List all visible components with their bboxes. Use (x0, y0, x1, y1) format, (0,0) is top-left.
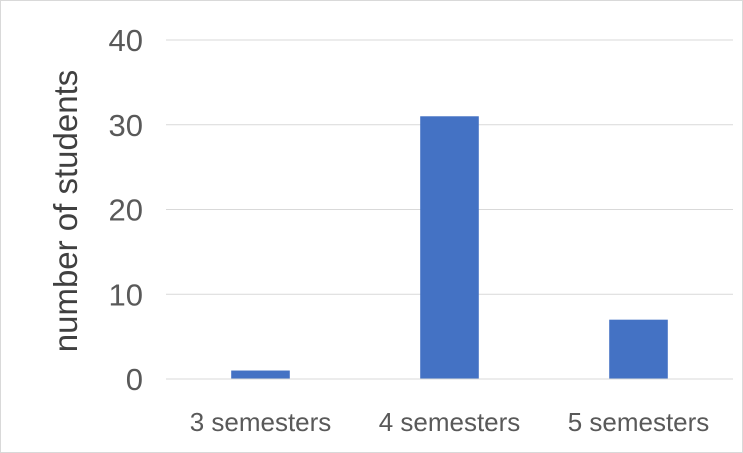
bars (231, 116, 668, 379)
y-tick-label: 20 (109, 193, 143, 228)
x-tick-label: 3 semesters (190, 407, 332, 437)
y-axis-title: number of students (47, 70, 84, 353)
y-tick-label: 0 (126, 362, 143, 397)
y-tick-label: 30 (109, 108, 143, 143)
x-tick-label: 5 semesters (568, 407, 710, 437)
x-tick-labels: 3 semesters 4 semesters 5 semesters (190, 407, 710, 437)
bar-3-semesters (231, 371, 290, 379)
y-tick-label: 40 (109, 23, 143, 58)
y-tick-labels: 0 10 20 30 40 (109, 23, 143, 397)
y-tick-label: 10 (109, 277, 143, 312)
bar-5-semesters (609, 320, 668, 379)
x-tick-label: 4 semesters (379, 407, 521, 437)
bar-4-semesters (420, 116, 479, 379)
